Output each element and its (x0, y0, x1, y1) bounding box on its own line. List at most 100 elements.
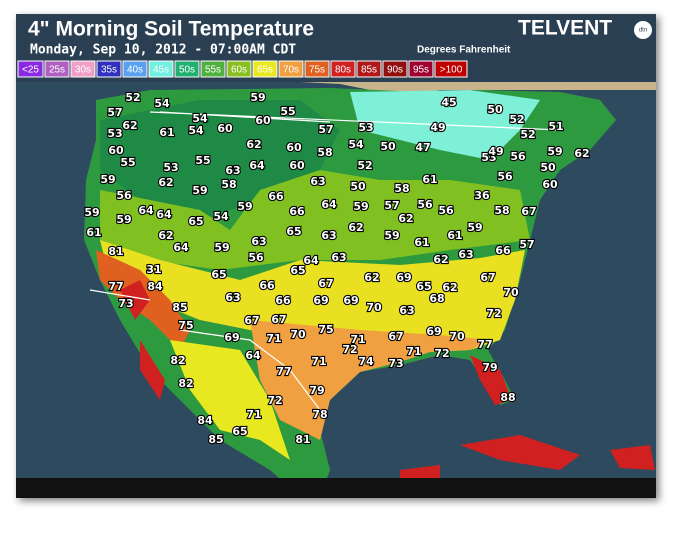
reading: 74 (358, 355, 374, 368)
reading: 65 (290, 264, 305, 277)
legend-swatch (148, 60, 174, 78)
legend-label: 40s (127, 65, 143, 76)
reading: 45 (441, 96, 456, 109)
reading: 64 (138, 204, 154, 217)
legend-label: 80s (335, 65, 351, 76)
reading: 71 (311, 355, 326, 368)
reading: 36 (474, 189, 490, 202)
reading: 49 (430, 121, 445, 134)
reading: 84 (197, 414, 213, 427)
reading: 65 (211, 268, 226, 281)
reading: 62 (364, 271, 379, 284)
reading: 62 (122, 119, 137, 132)
reading: 62 (433, 253, 448, 266)
reading: 64 (156, 208, 172, 221)
reading: 64 (245, 349, 261, 362)
units: Degrees Fahrenheit (417, 45, 511, 56)
reading: 62 (442, 281, 457, 294)
subtitle: Monday, Sep 10, 2012 - 07:00AM CDT (30, 43, 296, 58)
legend-label: <25 (22, 65, 39, 76)
reading: 79 (482, 361, 497, 374)
legend-swatch (17, 60, 44, 78)
reading: 69 (426, 325, 441, 338)
reading: 71 (266, 332, 281, 345)
reading: 55 (280, 105, 295, 118)
reading: 68 (429, 292, 444, 305)
reading: 71 (406, 345, 421, 358)
reading: 82 (170, 354, 185, 367)
reading: 63 (251, 235, 266, 248)
reading: 63 (225, 291, 240, 304)
reading: 73 (388, 357, 403, 370)
reading: 66 (268, 190, 284, 203)
reading: 60 (289, 159, 305, 172)
legend-swatch (356, 60, 382, 78)
reading: 65 (416, 280, 431, 293)
reading: 58 (317, 146, 332, 159)
reading: 50 (350, 180, 366, 193)
reading: 60 (286, 141, 302, 154)
brand-mark: dtn (639, 28, 647, 34)
reading: 78 (312, 408, 327, 421)
reading: 65 (286, 225, 301, 238)
reading: 54 (154, 97, 170, 110)
reading: 61 (422, 173, 437, 186)
reading: 71 (350, 333, 365, 346)
legend-label: 70s (283, 65, 299, 76)
reading: 64 (321, 198, 337, 211)
reading: 60 (108, 144, 124, 157)
reading: 59 (237, 200, 252, 213)
legend-label: 85s (361, 65, 377, 76)
reading: 59 (100, 173, 115, 186)
reading: 57 (519, 238, 534, 251)
reading: 50 (540, 161, 556, 174)
reading: 59 (547, 145, 562, 158)
reading: 60 (217, 122, 233, 135)
reading: 67 (318, 277, 333, 290)
title: 4" Morning Soil Temperature (28, 18, 314, 41)
legend-label: >100 (440, 65, 463, 76)
reading: 59 (84, 206, 99, 219)
legend-label: 55s (205, 65, 221, 76)
reading: 54 (348, 138, 364, 151)
reading: 47 (415, 141, 430, 154)
legend-swatch (330, 60, 356, 78)
reading: 63 (225, 164, 240, 177)
reading: 61 (86, 226, 101, 239)
legend-label: 65s (257, 65, 273, 76)
legend-label: 25s (49, 65, 65, 76)
reading: 64 (249, 159, 265, 172)
reading: 62 (398, 212, 413, 225)
reading: 70 (290, 328, 306, 341)
legend-label: 45s (153, 65, 169, 76)
reading: 66 (289, 205, 305, 218)
legend-label: 50s (179, 65, 195, 76)
reading: 59 (384, 229, 399, 242)
legend-swatch (70, 60, 96, 78)
legend: <25 25s 30s 35s 40s 45s 50s 55s 60s 65s 70s 75s 80s 8… (17, 60, 468, 78)
legend-swatch (304, 60, 330, 78)
legend-label: 90s (387, 65, 403, 76)
reading: 60 (542, 178, 558, 191)
reading: 69 (343, 294, 358, 307)
reading: 50 (380, 140, 396, 153)
reading: 77 (477, 338, 492, 351)
legend-swatch (382, 60, 408, 78)
reading: 66 (495, 244, 511, 257)
reading: 69 (313, 294, 328, 307)
reading: 62 (158, 229, 173, 242)
reading: 69 (396, 271, 411, 284)
reading: 73 (118, 297, 133, 310)
reading: 62 (574, 147, 589, 160)
reading: 56 (438, 204, 454, 217)
reading: 85 (172, 301, 187, 314)
reading: 67 (521, 205, 536, 218)
reading: 61 (414, 236, 429, 249)
legend-swatch (122, 60, 148, 78)
reading: 54 (213, 210, 229, 223)
reading: 88 (500, 391, 515, 404)
reading: 71 (246, 408, 261, 421)
map-area (16, 82, 656, 498)
